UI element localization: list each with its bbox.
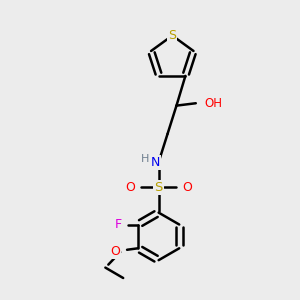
Text: O: O	[110, 245, 120, 258]
Text: S: S	[168, 29, 176, 42]
Text: S: S	[154, 181, 163, 194]
Text: H: H	[141, 154, 149, 164]
Text: O: O	[126, 181, 136, 194]
Text: O: O	[182, 181, 192, 194]
Text: F: F	[115, 218, 122, 231]
Text: N: N	[151, 156, 160, 169]
Text: OH: OH	[205, 97, 223, 110]
